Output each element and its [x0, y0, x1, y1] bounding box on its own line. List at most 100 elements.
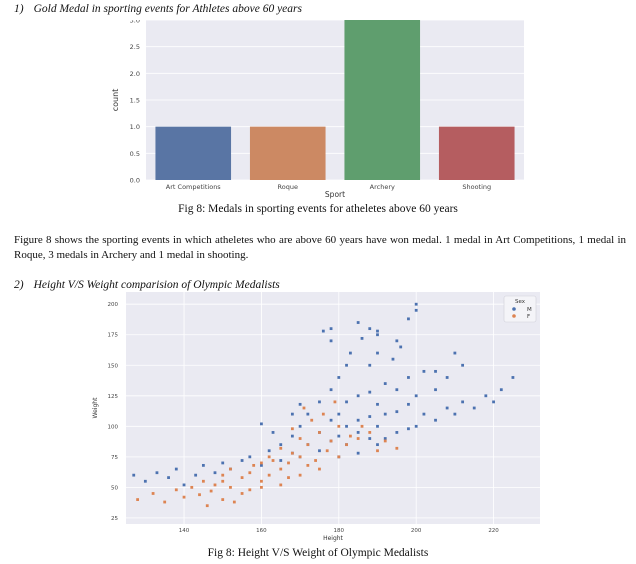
scatter-point-m	[182, 483, 186, 487]
x-tick-label: 160	[256, 528, 267, 534]
scatter-point-f	[395, 446, 399, 450]
y-axis-label: count	[111, 89, 120, 112]
scatter-point-m	[453, 351, 457, 355]
scatter-point-m	[422, 412, 426, 416]
scatter-point-f	[368, 431, 372, 434]
scatter-point-m	[472, 406, 476, 410]
scatter-point-m	[329, 339, 333, 343]
legend-label-f: F	[527, 314, 530, 320]
scatter-point-m	[318, 400, 321, 404]
scatter-point-m	[434, 369, 437, 373]
scatter-point-m	[318, 449, 321, 453]
y-tick-label: 75	[111, 455, 118, 461]
scatter-point-f	[279, 483, 283, 487]
scatter-point-m	[461, 363, 465, 367]
scatter-point-f	[337, 455, 341, 459]
scatter-point-f	[298, 437, 302, 440]
scatter-chart: 25 50 75 100 125 150 175 200 140 160 180 200 220 We…	[92, 292, 540, 542]
scatter-point-f	[213, 483, 217, 487]
scatter-point-m	[174, 467, 178, 471]
scatter-point-m	[445, 406, 449, 410]
x-tick-label: 180	[334, 528, 345, 534]
scatter-point-f	[260, 485, 263, 489]
scatter-point-m	[391, 357, 395, 361]
y-tick-label: 25	[111, 516, 118, 522]
scatter-point-f	[279, 467, 283, 471]
scatter-point-m	[484, 394, 488, 398]
scatter-point-m	[414, 302, 418, 306]
scatter-point-m	[248, 455, 252, 459]
scatter-point-m	[414, 394, 418, 398]
scatter-point-f	[345, 443, 348, 447]
scatter-point-m	[368, 415, 372, 418]
y-tick-label: 1.5	[130, 97, 140, 105]
scatter-point-f	[221, 473, 225, 477]
scatter-point-f	[310, 418, 314, 422]
bar	[344, 20, 421, 180]
scatter-point-f	[325, 449, 329, 453]
scatter-point-f	[267, 473, 271, 477]
scatter-point-f	[287, 476, 290, 479]
scatter-point-m	[337, 434, 341, 438]
x-tick-label: 220	[488, 528, 499, 534]
scatter-point-m	[267, 449, 271, 453]
scatter-point-f	[248, 471, 252, 475]
scatter-point-m	[399, 345, 403, 349]
scatter-point-f	[383, 439, 387, 443]
scatter-point-m	[260, 463, 263, 467]
scatter-point-m	[383, 412, 387, 416]
scatter-point-m	[368, 437, 372, 440]
scatter-point-f	[360, 424, 364, 428]
x-tick-label: Roque	[278, 183, 298, 191]
y-tick-label: 0.0	[130, 177, 140, 185]
x-tick-label: 140	[179, 528, 190, 534]
scatter-point-f	[232, 500, 236, 504]
scatter-point-f	[229, 467, 232, 471]
scatter-point-m	[383, 437, 387, 440]
scatter-point-m	[337, 412, 341, 416]
scatter-point-m	[414, 424, 418, 428]
scatter-point-f	[229, 485, 232, 489]
scatter-point-f	[298, 473, 302, 477]
scatter-point-m	[279, 443, 283, 447]
y-tick-label: 200	[108, 302, 119, 308]
x-tick-label: Shooting	[462, 183, 491, 191]
scatter-point-m	[213, 471, 217, 475]
scatter-point-f	[333, 400, 337, 404]
bar	[249, 126, 326, 180]
scatter-point-m	[356, 394, 360, 398]
x-tick-label: 200	[411, 528, 422, 534]
y-tick-label: 0.5	[130, 150, 140, 158]
scatter-point-f	[290, 451, 294, 455]
x-tick-label: Archery	[370, 183, 395, 191]
y-tick-label: 175	[108, 333, 119, 339]
scatter-point-m	[143, 479, 147, 483]
scatter-point-m	[407, 376, 410, 379]
scatter-point-m	[376, 443, 379, 447]
scatter-point-m	[395, 339, 399, 343]
scatter-point-m	[445, 376, 449, 379]
legend: Sex M F	[503, 295, 537, 323]
scatter-point-m	[260, 422, 263, 426]
scatter-point-m	[434, 388, 437, 392]
scatter-point-f	[260, 461, 263, 465]
scatter-point-m	[329, 418, 333, 422]
x-axis-label: Height	[323, 535, 343, 542]
scatter-point-f	[349, 434, 352, 438]
scatter-point-f	[306, 463, 310, 467]
scatter-point-m	[376, 333, 379, 337]
scatter-point-m	[290, 412, 294, 416]
section-number: 1)	[14, 3, 24, 15]
section-heading-1: 1) Gold Medal in sporting events for Athl…	[14, 3, 302, 15]
scatter-point-m	[240, 459, 244, 462]
legend-marker-f	[512, 314, 516, 318]
scatter-point-f	[290, 427, 294, 431]
scatter-point-f	[318, 467, 321, 471]
scatter-point-m	[349, 351, 352, 355]
scatter-point-m	[453, 412, 457, 416]
scatter-point-m	[368, 327, 372, 331]
scatter-point-m	[279, 459, 283, 462]
scatter-point-f	[182, 495, 186, 499]
scatter-point-f	[279, 446, 283, 450]
scatter-point-f	[163, 500, 167, 504]
